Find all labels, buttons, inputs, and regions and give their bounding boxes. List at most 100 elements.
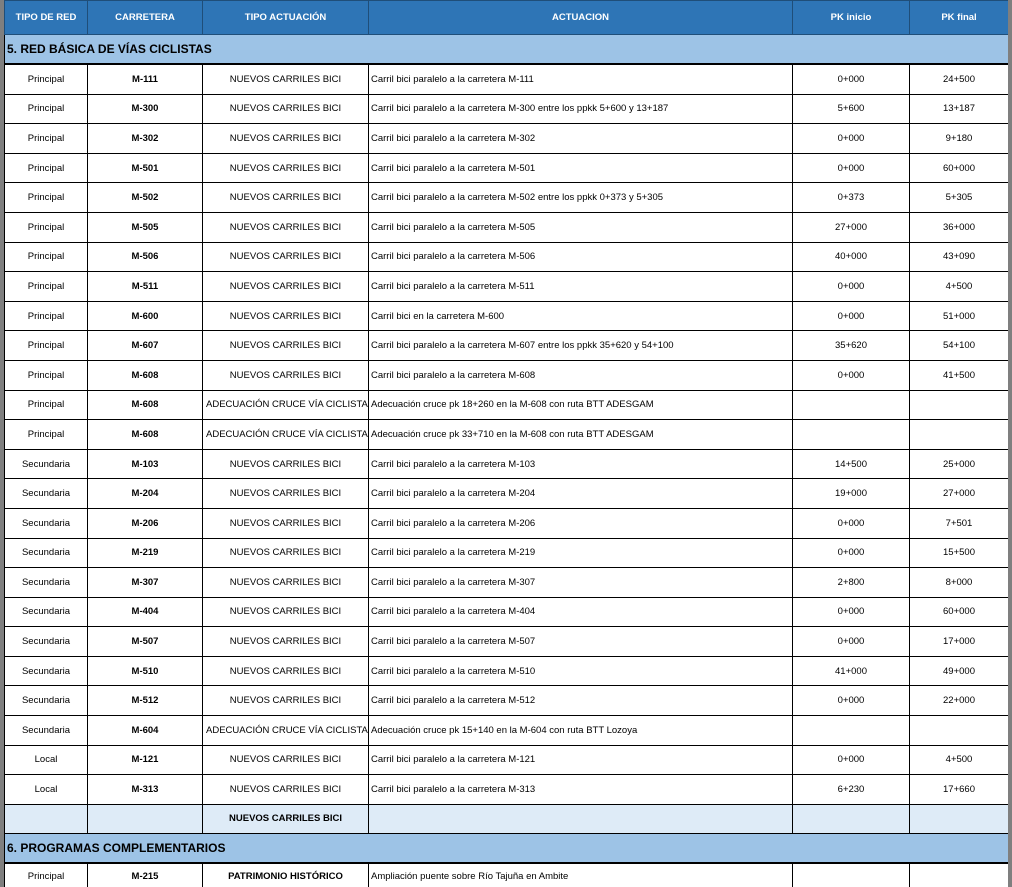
cell-tipo-actuacion[interactable]: NUEVOS CARRILES BICI <box>202 448 369 480</box>
cell-pk-final[interactable]: 15+500 <box>909 537 1008 569</box>
cell-pk-inicio[interactable] <box>792 389 910 421</box>
header-actuacion[interactable]: ACTUACION <box>368 0 793 35</box>
cell-tipo-red[interactable]: Secundaria <box>4 596 88 628</box>
cell-pk-inicio[interactable]: 0+000 <box>792 359 910 391</box>
cell-pk-inicio[interactable]: 0+000 <box>792 152 910 184</box>
cell-tipo-actuacion[interactable]: NUEVOS CARRILES BICI <box>202 63 369 95</box>
cell-actuacion[interactable]: Adecuación cruce pk 33+710 en la M-608 c… <box>368 419 793 450</box>
cell-pk-inicio[interactable] <box>792 419 910 450</box>
cell-tipo-actuacion[interactable]: NUEVOS CARRILES BICI <box>202 241 369 273</box>
cell-tipo-red[interactable]: Secundaria <box>4 626 88 657</box>
cell-pk-inicio[interactable]: 0+000 <box>792 271 910 302</box>
cell-actuacion[interactable]: Carril bici paralelo a la carretera M-20… <box>368 507 793 539</box>
cell-tipo-actuacion[interactable]: NUEVOS CARRILES BICI <box>202 182 369 213</box>
cell-pk-inicio[interactable]: 35+620 <box>792 330 910 361</box>
cell-pk-final[interactable]: 4+500 <box>909 744 1008 776</box>
cell-tipo-actuacion[interactable]: NUEVOS CARRILES BICI <box>202 359 369 391</box>
cell-tipo-actuacion[interactable]: NUEVOS CARRILES BICI <box>202 271 369 302</box>
cell-pk-inicio[interactable]: 41+000 <box>792 655 910 687</box>
cell-carretera[interactable]: M-103 <box>87 448 203 480</box>
cell-pk-final[interactable]: 4+500 <box>909 271 1008 302</box>
cell-pk-final[interactable]: 25+000 <box>909 448 1008 480</box>
cell-pk-final[interactable]: 17+000 <box>909 626 1008 657</box>
cell-actuacion[interactable]: Carril bici paralelo a la carretera M-10… <box>368 448 793 480</box>
cell-pk-final[interactable]: 27+000 <box>909 478 1008 509</box>
header-tipo-actuacion[interactable]: TIPO ACTUACIÓN <box>202 0 369 35</box>
cell-actuacion[interactable]: Carril bici paralelo a la carretera M-30… <box>368 93 793 125</box>
cell-actuacion[interactable]: Carril bici en la carretera M-600 <box>368 300 793 332</box>
summary-cell-tipo-red[interactable] <box>4 803 88 834</box>
cell-pk-final[interactable]: 60+000 <box>909 152 1008 184</box>
cell-tipo-red[interactable]: Secundaria <box>4 685 88 717</box>
cell-carretera[interactable]: M-307 <box>87 567 203 598</box>
cell-actuacion[interactable]: Carril bici paralelo a la carretera M-20… <box>368 478 793 509</box>
cell-pk-inicio[interactable]: 27+000 <box>792 211 910 243</box>
cell-tipo-actuacion[interactable]: NUEVOS CARRILES BICI <box>202 596 369 628</box>
cell-pk-final[interactable]: 41+500 <box>909 359 1008 391</box>
cell-tipo-actuacion[interactable]: NUEVOS CARRILES BICI <box>202 152 369 184</box>
cell-pk-final[interactable]: 7+501 <box>909 507 1008 539</box>
cell-pk-inicio[interactable]: 0+000 <box>792 300 910 332</box>
cell-carretera[interactable]: M-512 <box>87 685 203 717</box>
cell-carretera[interactable]: M-206 <box>87 507 203 539</box>
cell-actuacion[interactable]: Carril bici paralelo a la carretera M-11… <box>368 63 793 95</box>
section-title[interactable]: 5. RED BÁSICA DE VÍAS CICLISTAS <box>4 34 1008 65</box>
cell-pk-final[interactable]: 24+500 <box>909 63 1008 95</box>
header-carretera[interactable]: CARRETERA <box>87 0 203 35</box>
cell-pk-inicio[interactable]: 40+000 <box>792 241 910 273</box>
summary-cell-carretera[interactable] <box>87 803 203 834</box>
cell-carretera[interactable]: M-111 <box>87 63 203 95</box>
cell-tipo-red[interactable]: Secundaria <box>4 715 88 746</box>
cell-tipo-actuacion[interactable]: NUEVOS CARRILES BICI <box>202 626 369 657</box>
cell-actuacion[interactable]: Carril bici paralelo a la carretera M-30… <box>368 567 793 598</box>
cell-carretera[interactable]: M-607 <box>87 330 203 361</box>
cell-pk-final[interactable] <box>909 715 1008 746</box>
cell-carretera[interactable]: M-506 <box>87 241 203 273</box>
cell-tipo-actuacion[interactable]: NUEVOS CARRILES BICI <box>202 507 369 539</box>
cell-carretera[interactable]: M-313 <box>87 774 203 805</box>
cell-actuacion[interactable]: Carril bici paralelo a la carretera M-51… <box>368 271 793 302</box>
cell-pk-final[interactable]: 51+000 <box>909 300 1008 332</box>
cell-tipo-actuacion[interactable]: NUEVOS CARRILES BICI <box>202 774 369 805</box>
cell-tipo-red[interactable]: Principal <box>4 63 88 95</box>
cell-tipo-red[interactable]: Principal <box>4 93 88 125</box>
cell-tipo-red[interactable]: Principal <box>4 300 88 332</box>
header-pk-inicio[interactable]: PK inicio <box>792 0 910 35</box>
cell-tipo-red[interactable]: Principal <box>4 271 88 302</box>
cell-actuacion[interactable]: Carril bici paralelo a la carretera M-50… <box>368 182 793 213</box>
cell-tipo-red[interactable]: Principal <box>4 419 88 450</box>
cell-pk-inicio[interactable]: 0+000 <box>792 123 910 154</box>
cell-pk-final[interactable]: 5+305 <box>909 182 1008 213</box>
cell-pk-inicio[interactable]: 0+000 <box>792 685 910 717</box>
section-title[interactable]: 6. PROGRAMAS COMPLEMENTARIOS <box>4 832 1008 864</box>
cell-actuacion[interactable]: Carril bici paralelo a la carretera M-21… <box>368 537 793 569</box>
cell-tipo-actuacion[interactable]: ADECUACIÓN CRUCE VÍA CICLISTA <box>202 715 369 746</box>
cell-carretera[interactable]: M-505 <box>87 211 203 243</box>
cell-tipo-red[interactable]: Principal <box>4 359 88 391</box>
cell-tipo-red[interactable]: Principal <box>4 862 88 887</box>
cell-tipo-red[interactable]: Principal <box>4 211 88 243</box>
cell-carretera[interactable]: M-608 <box>87 359 203 391</box>
cell-tipo-red[interactable]: Secundaria <box>4 507 88 539</box>
cell-tipo-actuacion[interactable]: NUEVOS CARRILES BICI <box>202 211 369 243</box>
cell-carretera[interactable]: M-300 <box>87 93 203 125</box>
cell-pk-final[interactable] <box>909 862 1008 887</box>
cell-actuacion[interactable]: Carril bici paralelo a la carretera M-60… <box>368 359 793 391</box>
cell-actuacion[interactable]: Ampliación puente sobre Río Tajuña en Am… <box>368 862 793 887</box>
cell-carretera[interactable]: M-600 <box>87 300 203 332</box>
cell-pk-final[interactable]: 22+000 <box>909 685 1008 717</box>
cell-carretera[interactable]: M-501 <box>87 152 203 184</box>
cell-actuacion[interactable]: Carril bici paralelo a la carretera M-31… <box>368 774 793 805</box>
cell-carretera[interactable]: M-608 <box>87 389 203 421</box>
summary-cell-tipo-actuacion[interactable]: NUEVOS CARRILES BICI <box>202 803 369 834</box>
cell-actuacion[interactable]: Carril bici paralelo a la carretera M-30… <box>368 123 793 154</box>
cell-tipo-actuacion[interactable]: NUEVOS CARRILES BICI <box>202 537 369 569</box>
cell-actuacion[interactable]: Carril bici paralelo a la carretera M-12… <box>368 744 793 776</box>
cell-actuacion[interactable]: Carril bici paralelo a la carretera M-50… <box>368 241 793 273</box>
cell-pk-inicio[interactable]: 6+230 <box>792 774 910 805</box>
cell-actuacion[interactable]: Adecuación cruce pk 18+260 en la M-608 c… <box>368 389 793 421</box>
cell-pk-inicio[interactable] <box>792 862 910 887</box>
summary-cell-actuacion[interactable] <box>368 803 793 834</box>
cell-carretera[interactable]: M-502 <box>87 182 203 213</box>
cell-actuacion[interactable]: Carril bici paralelo a la carretera M-51… <box>368 655 793 687</box>
